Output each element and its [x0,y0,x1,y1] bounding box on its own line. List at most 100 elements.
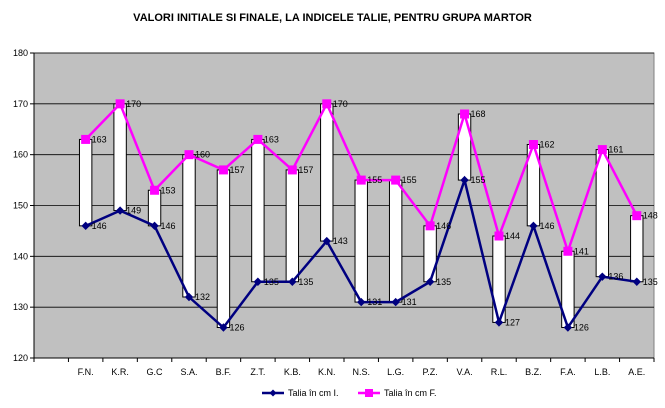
y-tick-label: 130 [13,302,28,312]
data-label: 143 [333,236,348,246]
data-label: 136 [608,272,623,282]
x-tick-label: K.R. [111,367,129,377]
data-point [356,175,366,185]
data-label: 146 [436,221,451,231]
data-label: 131 [402,297,417,307]
x-tick-label: Z.T. [250,367,265,377]
legend-marker [365,389,373,397]
legend-label: Talia în cm F. [384,388,437,398]
data-point [253,277,263,286]
data-label: 163 [92,134,107,144]
data-label: 163 [264,134,279,144]
data-label: 126 [574,323,589,333]
x-tick-label: R.L. [491,367,508,377]
legend-label: Talia în cm I. [288,388,339,398]
data-label: 155 [402,175,417,185]
y-tick-label: 160 [13,150,28,160]
up-down-bar [216,169,231,328]
data-point [81,134,91,144]
data-label: 144 [505,231,520,241]
data-label: 155 [471,175,486,185]
x-tick-label: A.E. [628,367,645,377]
high-low-bars [78,103,644,328]
up-down-bar [147,189,162,227]
data-point [81,221,90,231]
data-label: 146 [92,221,107,231]
data-point [322,99,332,109]
y-tick-label: 170 [13,99,28,109]
data-point [494,231,504,241]
x-tick-label: N.S. [352,367,370,377]
data-point [184,150,194,160]
data-point [150,185,160,195]
data-point [115,99,125,109]
x-axis: F.N. K.R. G.C S.A. B.F. Z.T. K.B. K.N. N.S. L.G. P… [33,357,655,377]
data-point [494,318,504,327]
plot-area [33,52,655,359]
x-tick-label: K.N. [318,367,336,377]
up-down-bar [182,154,196,298]
x-tick-label: P.Z. [422,367,437,377]
data-point [563,323,573,332]
x-tick-label: G.C [147,367,164,377]
x-tick-label: S.A. [180,367,197,377]
x-tick-label: B.Z. [525,367,542,377]
data-point [391,175,401,185]
data-point [219,323,228,332]
data-label: 135 [264,277,279,287]
legend: Talia în cm I. Talia în cm F. [262,388,437,398]
data-label: 155 [367,175,382,185]
data-label: 157 [298,165,313,175]
data-label: 148 [643,211,658,221]
up-down-bar [630,215,644,283]
data-label: 162 [539,140,554,150]
x-tick-label: B.F. [216,367,232,377]
up-down-bar [285,169,300,283]
data-label: 135 [436,277,451,287]
up-down-bar [388,179,403,303]
x-tick-label: V.A. [456,367,472,377]
data-label: 153 [161,185,176,195]
data-point [460,175,469,185]
data-point [598,272,607,281]
data-label: 161 [608,145,623,155]
up-down-bar [251,138,265,283]
y-tick-label: 150 [13,201,28,211]
data-label: 132 [195,292,210,302]
data-label: 146 [161,221,176,231]
y-tick-label: 180 [13,48,28,58]
data-label: 127 [505,317,520,327]
data-label: 170 [126,99,141,109]
data-point [115,206,125,215]
data-point [632,211,642,221]
data-point [184,292,194,302]
data-point [529,221,538,231]
up-down-bar [354,179,368,303]
chart-title: VALORI INITIALE SI FINALE, LA INDICELE T… [133,12,532,24]
data-label: 135 [298,277,313,287]
legend-marker [269,389,277,397]
up-down-bar [320,103,334,242]
up-down-bar [423,225,437,283]
data-label: 170 [333,99,348,109]
data-label: 146 [539,221,554,231]
x-tick-label: L.G. [387,367,404,377]
data-point [218,165,228,175]
data-point [288,277,297,286]
x-tick-label: K.B. [284,367,301,377]
y-axis: 120 130 140 150 160 170 180 [13,48,35,363]
data-label: 157 [229,165,244,175]
y-tick-label: 140 [13,251,28,261]
data-label: 131 [367,297,382,307]
data-point [391,297,400,307]
data-label: 141 [574,246,589,256]
up-down-bar [595,149,610,278]
data-point [425,277,435,286]
up-down-bar [78,138,93,227]
data-point [597,145,607,155]
data-label: 168 [471,109,486,119]
data-point [563,246,573,256]
data-labels: 146 149 146 132 126 135 135 143 131 131 135 155 127 1… [92,99,658,333]
data-point [632,277,641,286]
